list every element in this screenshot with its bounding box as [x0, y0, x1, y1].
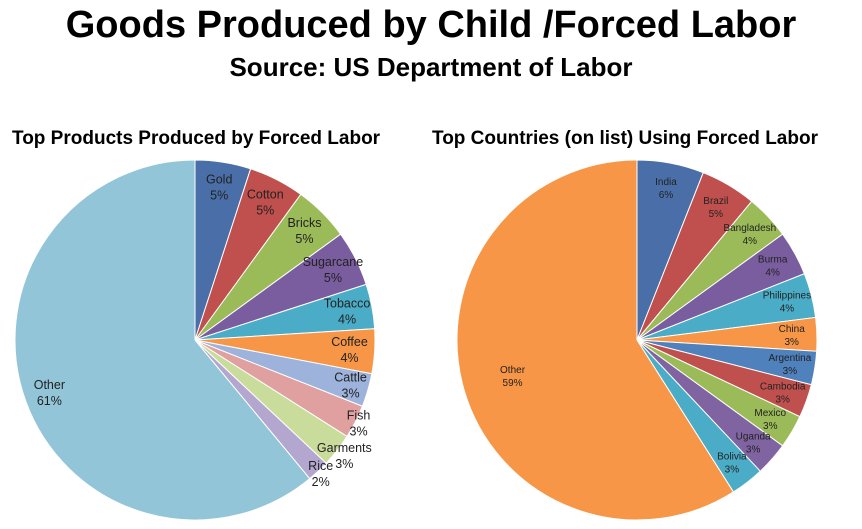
- countries-label-value-argentina: 3%: [783, 366, 798, 377]
- countries-label-bangladesh: Bangladesh 4%: [723, 223, 776, 247]
- countries-label-burma: Burma 4%: [758, 254, 788, 278]
- products-label-value-garments: 3%: [335, 457, 353, 471]
- products-label-name-coffee: Coffee: [331, 335, 368, 349]
- products-slice-other: [14, 159, 311, 521]
- countries-label-name-other: Other: [500, 365, 526, 376]
- products-label-name-tobacco: Tobacco: [324, 296, 371, 310]
- products-label-value-tobacco: 4%: [338, 312, 356, 326]
- countries-label-china: China 3%: [779, 324, 806, 348]
- countries-label-value-burma: 4%: [765, 267, 780, 278]
- countries-label-name-brazil: Brazil: [703, 196, 728, 207]
- countries-label-india: India 6%: [655, 177, 677, 201]
- countries-label-value-bangladesh: 4%: [743, 236, 758, 247]
- countries-label-value-other: 59%: [503, 378, 523, 389]
- countries-label-name-mexico: Mexico: [754, 408, 786, 419]
- countries-label-name-bolivia: Bolivia: [717, 451, 747, 462]
- products-label-name-gold: Gold: [206, 172, 232, 186]
- products-label-name-fish: Fish: [347, 409, 371, 423]
- countries-label-name-china: China: [779, 324, 806, 335]
- countries-label-value-philippines: 4%: [780, 304, 795, 315]
- products-chart-title: Top Products Produced by Forced Labor: [12, 128, 381, 149]
- countries-label-philippines: Philippines 4%: [763, 291, 811, 315]
- countries-label-name-argentina: Argentina: [768, 353, 811, 364]
- countries-label-value-uganda: 3%: [746, 444, 761, 455]
- countries-label-value-brazil: 5%: [709, 209, 724, 220]
- countries-label-other: Other 59%: [500, 365, 526, 389]
- products-label-garments: Garments 3%: [317, 441, 372, 471]
- countries-label-value-cambodia: 3%: [775, 394, 790, 405]
- products-label-rice: Rice 2%: [308, 459, 333, 489]
- products-label-value-gold: 5%: [210, 188, 228, 202]
- countries-label-name-uganda: Uganda: [736, 431, 771, 442]
- products-label-fish: Fish 3%: [347, 409, 371, 439]
- products-label-value-other: 61%: [37, 394, 62, 408]
- page-title: Goods Produced by Child /Forced Labor: [65, 4, 797, 46]
- countries-label-value-india: 6%: [659, 190, 674, 201]
- countries-label-argentina: Argentina 3%: [768, 353, 811, 377]
- countries-label-brazil: Brazil 5%: [703, 196, 728, 220]
- products-label-value-cattle: 3%: [342, 387, 360, 401]
- products-label-coffee: Coffee 4%: [331, 335, 368, 365]
- products-label-name-sugarcane: Sugarcane: [303, 255, 364, 269]
- countries-label-name-india: India: [655, 177, 677, 188]
- countries-label-value-mexico: 3%: [763, 421, 778, 432]
- products-label-other: Other 61%: [34, 378, 65, 408]
- products-label-sugarcane: Sugarcane 5%: [303, 255, 364, 285]
- countries-label-uganda: Uganda 3%: [736, 431, 771, 455]
- countries-label-name-philippines: Philippines: [763, 291, 811, 302]
- products-label-gold: Gold 5%: [206, 172, 232, 202]
- products-label-name-other: Other: [34, 378, 65, 392]
- products-label-value-rice: 2%: [312, 475, 330, 489]
- products-label-tobacco: Tobacco 4%: [324, 296, 371, 326]
- products-label-value-bricks: 5%: [295, 232, 313, 246]
- countries-label-cambodia: Cambodia 3%: [760, 381, 806, 405]
- products-label-bricks: Bricks 5%: [287, 216, 321, 246]
- products-label-name-rice: Rice: [308, 459, 333, 473]
- countries-label-value-bolivia: 3%: [725, 464, 740, 475]
- products-label-cotton: Cotton 5%: [247, 187, 284, 217]
- products-label-name-bricks: Bricks: [287, 216, 321, 230]
- products-label-value-coffee: 4%: [340, 351, 358, 365]
- countries-label-value-china: 3%: [784, 337, 799, 348]
- countries-slice-other: [456, 159, 735, 521]
- countries-label-mexico: Mexico 3%: [754, 408, 786, 432]
- countries-label-name-cambodia: Cambodia: [760, 381, 806, 392]
- products-label-value-fish: 3%: [350, 425, 368, 439]
- countries-label-name-bangladesh: Bangladesh: [723, 223, 776, 234]
- products-label-value-cotton: 5%: [256, 203, 274, 217]
- countries-label-bolivia: Bolivia 3%: [717, 451, 747, 475]
- products-label-name-cattle: Cattle: [334, 371, 367, 385]
- page-subtitle: Source: US Department of Labor: [229, 52, 633, 82]
- products-label-cattle: Cattle 3%: [334, 371, 367, 401]
- products-label-value-sugarcane: 5%: [324, 271, 342, 285]
- products-label-name-cotton: Cotton: [247, 187, 284, 201]
- products-label-name-garments: Garments: [317, 441, 372, 455]
- countries-chart-title: Top Countries (on list) Using Forced Lab…: [432, 128, 818, 149]
- countries-label-name-burma: Burma: [758, 254, 788, 265]
